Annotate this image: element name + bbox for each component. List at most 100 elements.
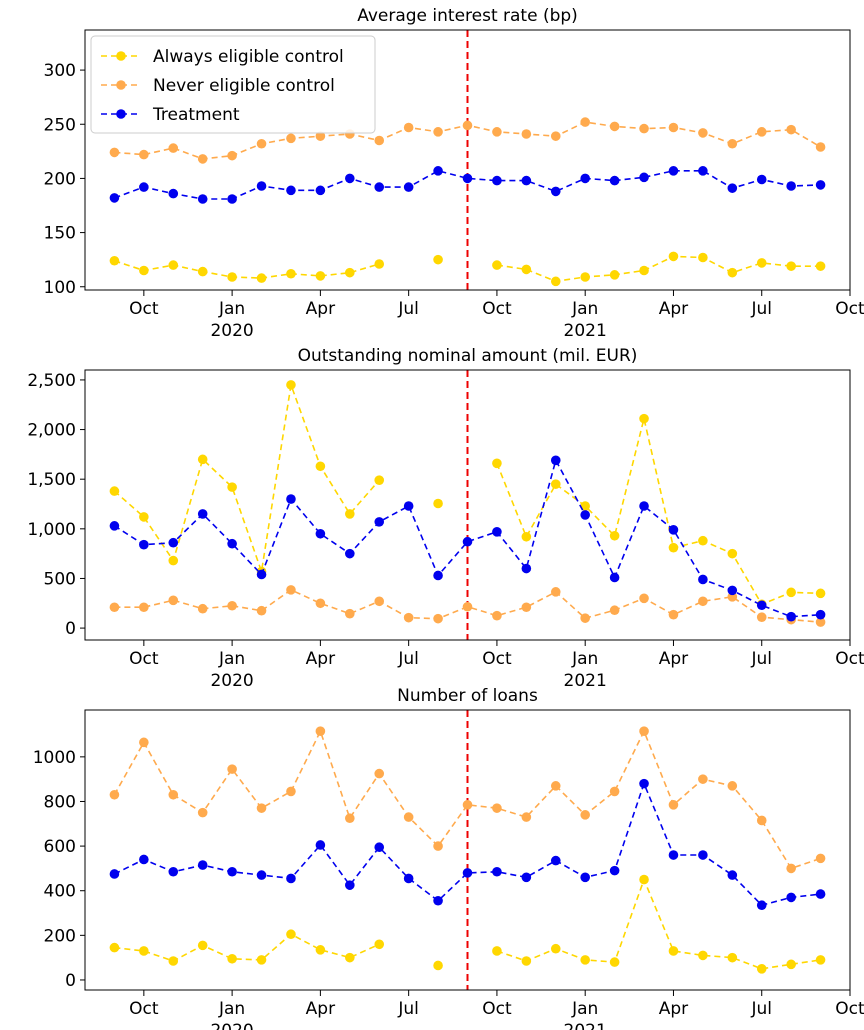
data-point (227, 953, 237, 964)
data-point (727, 183, 738, 193)
data-point (197, 603, 208, 614)
data-point (609, 572, 620, 583)
data-point (315, 598, 326, 609)
data-point (815, 142, 826, 152)
data-point (168, 555, 179, 566)
data-point (668, 122, 679, 133)
data-point (492, 946, 502, 956)
data-point (315, 461, 326, 472)
data-point (315, 726, 326, 736)
data-point (197, 154, 208, 164)
data-point (580, 510, 590, 520)
data-point (109, 789, 120, 800)
data-point (786, 261, 796, 271)
x-tick-label: Apr (306, 299, 335, 319)
data-point (462, 868, 473, 878)
data-point (698, 128, 708, 138)
plot-frame (84, 29, 851, 291)
y-tick-label: 600 (44, 837, 76, 857)
x-tick-label: Apr (659, 299, 688, 319)
data-point (374, 768, 385, 779)
legend-box (90, 35, 376, 134)
data-point (168, 866, 179, 877)
data-point (227, 150, 237, 161)
data-point (345, 952, 355, 963)
data-point (492, 527, 502, 537)
data-point (815, 955, 826, 965)
data-point (286, 380, 296, 390)
data-point (639, 593, 649, 604)
data-point (639, 172, 649, 183)
data-point (815, 588, 826, 599)
data-point (256, 273, 267, 283)
data-point (286, 786, 296, 797)
data-point (109, 193, 120, 203)
x-tick-label: Jul (750, 299, 772, 319)
data-point (286, 133, 296, 144)
data-point (639, 123, 649, 134)
data-point (315, 528, 326, 539)
x-tick-label: Oct (482, 649, 512, 669)
y-tick-label: 0 (65, 971, 76, 991)
data-point (786, 892, 796, 903)
y-tick-label: 500 (44, 569, 76, 589)
data-point (815, 609, 826, 620)
data-point (786, 959, 796, 970)
data-point (786, 587, 796, 598)
data-point (639, 413, 649, 424)
x-tick-label: Oct (129, 649, 159, 669)
data-point (168, 789, 179, 800)
data-point (756, 815, 767, 826)
data-point (139, 539, 149, 550)
y-tick-label: 250 (44, 115, 76, 135)
data-point (668, 542, 679, 553)
data-point (197, 454, 208, 465)
data-point (815, 889, 826, 899)
data-point (609, 121, 620, 132)
data-point (521, 531, 532, 542)
data-point (345, 509, 355, 519)
data-point (727, 138, 738, 149)
data-point (668, 800, 679, 810)
series-line (114, 255, 821, 283)
data-point (521, 129, 532, 139)
data-point (786, 863, 796, 874)
data-point (521, 602, 532, 613)
data-point (786, 124, 796, 135)
plot-frame (84, 709, 851, 991)
data-point (197, 940, 208, 951)
data-point (256, 569, 267, 580)
data-point (698, 774, 708, 784)
data-point (609, 530, 620, 541)
data-point (139, 182, 149, 192)
data-point (550, 587, 561, 597)
data-point (580, 613, 590, 623)
data-point (756, 174, 767, 185)
data-point (756, 612, 767, 622)
data-point (374, 939, 385, 950)
data-point (345, 608, 355, 619)
data-point (433, 895, 443, 906)
data-point (433, 960, 443, 971)
x-tick-label: Apr (306, 999, 335, 1019)
data-point (227, 194, 237, 204)
data-point (403, 122, 414, 133)
data-point (345, 548, 355, 559)
data-point (521, 872, 532, 883)
x-tick-label: Apr (659, 999, 688, 1019)
x-tick-label: Jul (750, 649, 772, 669)
data-point (197, 509, 208, 519)
legend-marker (116, 51, 126, 61)
data-point (374, 842, 385, 853)
data-point (609, 865, 620, 876)
data-point (139, 854, 149, 865)
x-tick-label: Oct (835, 999, 864, 1019)
series-line (113, 384, 821, 606)
data-point (462, 173, 473, 184)
data-point (668, 525, 679, 535)
data-point (433, 570, 443, 581)
data-point (727, 952, 738, 963)
data-point (492, 458, 502, 469)
